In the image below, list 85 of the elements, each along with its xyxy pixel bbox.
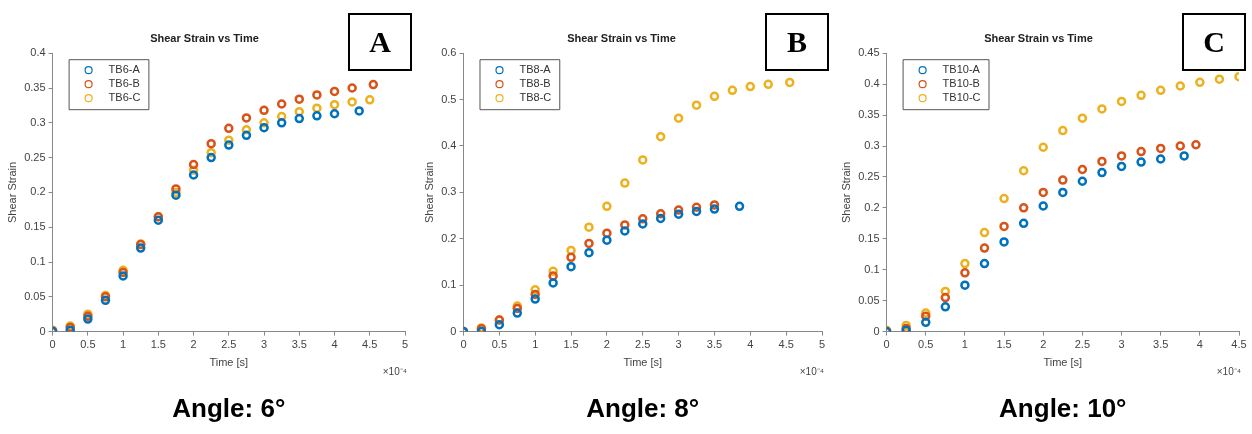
y-tick-label: 0.3 <box>441 185 457 198</box>
x-tick-label: 0 <box>460 338 467 351</box>
y-axis-title: Shear Strain <box>839 161 852 223</box>
annotation: B <box>786 24 808 58</box>
legend-label: TB10-C <box>942 91 981 104</box>
x-tick-label: 1 <box>961 338 968 351</box>
y-tick-label: 0 <box>39 324 46 337</box>
x-tick-label: 3.5 <box>1153 338 1169 351</box>
x-tick-label: 1.5 <box>150 338 166 351</box>
x-tick-label: 2.5 <box>1074 338 1091 351</box>
x-tick-label: 1 <box>120 338 127 351</box>
chart-title: Shear Strain vs Time <box>150 31 259 44</box>
legend-label: TB6-A <box>108 63 141 76</box>
x-axis-title: Time [s] <box>623 356 663 369</box>
x-tick-label: 4 <box>747 338 754 351</box>
y-tick-label: 0.5 <box>441 92 457 105</box>
y-tick-label: 0.05 <box>858 293 880 306</box>
x-tick-label: 0.5 <box>491 338 507 351</box>
x-tick-label: 2.5 <box>221 338 237 351</box>
y-tick-label: 0.1 <box>441 278 457 291</box>
x-tick-label: 0 <box>49 338 56 351</box>
y-tick-label: 0.35 <box>24 81 46 94</box>
y-tick-label: 0.25 <box>24 150 46 163</box>
annotation: C <box>1203 24 1225 58</box>
annotation: A <box>369 24 392 58</box>
y-axis-title: Shear Strain <box>5 161 18 223</box>
y-tick-label: 0.2 <box>30 185 46 198</box>
y-tick-label: 0.4 <box>441 139 457 152</box>
y-tick-label: 0.25 <box>858 169 880 182</box>
legend-label: TB10-B <box>942 77 980 90</box>
y-tick-label: 0.3 <box>864 139 880 152</box>
y-tick-label: 0.1 <box>30 255 46 268</box>
x-tick-label: 1 <box>532 338 539 351</box>
chart-title: Shear Strain vs Time <box>984 31 1093 44</box>
y-tick-label: 0.05 <box>24 289 46 302</box>
x-tick-label: 3 <box>260 338 268 351</box>
y-tick-label: 0.15 <box>858 231 880 244</box>
y-tick-label: 0.3 <box>30 115 46 128</box>
x-tick-label: 3.5 <box>291 338 307 351</box>
y-tick-label: 0.15 <box>24 220 46 233</box>
x-tick-label: 3 <box>675 338 682 351</box>
x-tick-label: 4 <box>1196 338 1203 351</box>
x-tick-label: 5 <box>401 338 409 351</box>
y-tick-label: 0.45 <box>858 46 880 59</box>
x-tick-label: 0 <box>883 338 890 351</box>
x-tick-label: 4.5 <box>778 338 794 351</box>
x-tick-label: 0.5 <box>80 338 96 351</box>
x-tick-label: 0.5 <box>918 338 934 351</box>
y-tick-label: 0.4 <box>864 77 880 90</box>
y-tick-label: 0 <box>450 324 457 337</box>
legend-label: TB8-C <box>519 91 552 104</box>
x-tick-label: 2 <box>190 338 197 351</box>
x-tick-label: 4 <box>331 338 338 351</box>
x-axis-title: Time [s] <box>1043 356 1083 369</box>
y-tick-label: 0.35 <box>858 108 880 121</box>
text: ×10⁻⁴ <box>799 366 824 378</box>
text: Angle: 6° <box>172 393 286 424</box>
x-tick-label: 5 <box>818 338 826 351</box>
x-tick-label: 4.5 <box>362 338 378 351</box>
x-tick-label: 2.5 <box>635 338 651 351</box>
legend-label: TB8-A <box>519 63 552 76</box>
x-tick-label: 1.5 <box>996 338 1012 351</box>
legend-label: TB6-C <box>108 91 141 104</box>
y-tick-label: 0.6 <box>441 46 457 59</box>
legend-label: TB10-A <box>942 63 981 76</box>
x-tick-label: 4.5 <box>1231 338 1247 351</box>
text: Angle: 8° <box>586 393 700 424</box>
legend-label: TB8-B <box>519 77 551 90</box>
x-tick-label: 2 <box>1040 338 1047 351</box>
chart-title: Shear Strain vs Time <box>567 31 676 44</box>
x-tick-label: 1.5 <box>563 338 579 351</box>
x-tick-label: 3 <box>1118 338 1125 351</box>
y-axis-title: Shear Strain <box>422 161 435 223</box>
text: ×10⁻⁴ <box>382 366 407 378</box>
y-tick-label: 0.4 <box>30 46 46 59</box>
y-tick-label: 0.2 <box>864 200 880 213</box>
x-tick-label: 2 <box>603 338 610 351</box>
y-tick-label: 0.1 <box>864 262 880 275</box>
y-tick-label: 0.2 <box>441 231 457 244</box>
x-tick-label: 3.5 <box>706 338 723 351</box>
text: ×10⁻⁴ <box>1216 366 1241 378</box>
text: Angle: 10° <box>999 393 1127 424</box>
y-tick-label: 0 <box>873 324 880 337</box>
legend-label: TB6-B <box>108 77 140 90</box>
x-axis-title: Time [s] <box>209 356 249 369</box>
